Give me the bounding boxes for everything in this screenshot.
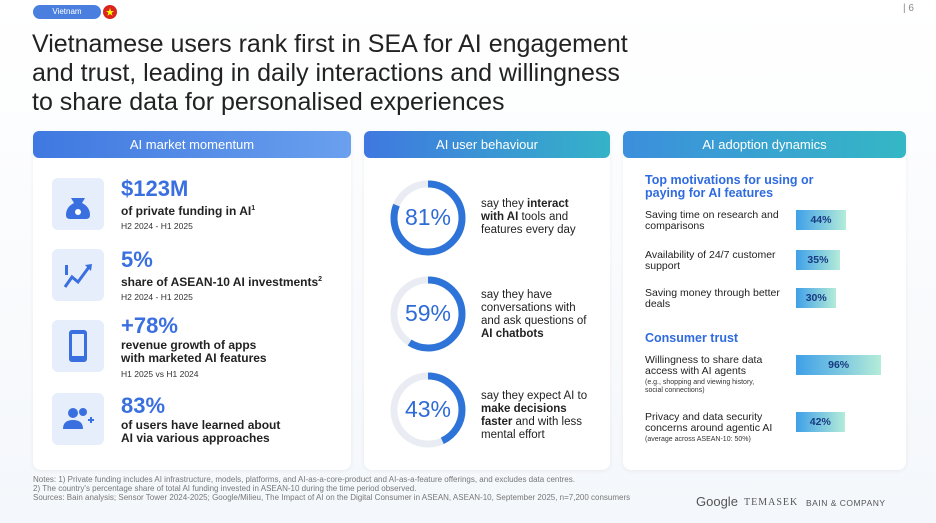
row-label: Privacy and data security concerns aroun…: [645, 411, 773, 434]
footnote-ref: 1: [251, 205, 256, 212]
bar-row-label: Willingness to share data access with AI…: [645, 355, 785, 395]
bar-row-label: Availability of 24/7 customer support: [645, 250, 785, 272]
period: H2 2024 - H1 2025: [121, 292, 193, 302]
donut: 43%: [390, 372, 466, 448]
adoption-card: AI adoption dynamics: [623, 131, 906, 470]
bar-label: 96%: [828, 359, 850, 371]
bar-label: 42%: [809, 416, 831, 428]
text-part: say they have conversations with and ask…: [481, 289, 587, 327]
desc: of private funding in AI: [121, 204, 252, 218]
donut: 59%: [390, 276, 466, 352]
text-part: make decisions faster: [481, 403, 567, 428]
behaviour-text: say they have conversations with and ask…: [481, 289, 593, 341]
market-item: $123M of private funding in AI1 H2 2024 …: [121, 176, 321, 231]
bar: [796, 288, 837, 308]
donut-arc: [390, 372, 466, 448]
card-header: AI adoption dynamics: [623, 131, 906, 158]
bar-row-label: Saving time on research and comparisons: [645, 210, 785, 232]
icon: [52, 249, 104, 301]
page-number: | 6: [903, 3, 914, 14]
notes: Notes: 1) Private funding includes AI in…: [33, 475, 630, 502]
period: H2 2024 - H1 2025: [121, 221, 193, 231]
bar: [796, 250, 840, 270]
desc: revenue growth of apps with marketed AI …: [121, 338, 267, 365]
section-title: Consumer trust: [645, 331, 739, 345]
row-note: (average across ASEAN-10: 50%): [645, 436, 751, 443]
text-part: say they: [481, 198, 528, 210]
behaviour-card: AI user behaviour: [364, 131, 610, 470]
title: Vietnamese users rank first in SEA for A…: [32, 30, 628, 117]
market-item: 5% share of ASEAN-10 AI investments2 H2 …: [121, 247, 331, 302]
bar: [796, 210, 846, 230]
note-line: Sources: Bain analysis; Sensor Tower 202…: [33, 493, 631, 502]
market-item: +78% revenue growth of apps with markete…: [121, 313, 281, 379]
footnote-ref: 2: [318, 276, 323, 283]
section-title: Top motivations for using or paying for …: [645, 173, 814, 200]
flag: [103, 5, 117, 19]
country-tag: Vietnam: [33, 5, 101, 19]
logo: Google: [696, 494, 738, 509]
row-note: (e.g., shopping and viewing history, soc…: [645, 379, 755, 394]
icon: [52, 320, 104, 372]
bar: [796, 355, 882, 375]
title-line: to share data for personalised experienc…: [32, 88, 505, 116]
behaviour-text: say they interact with AI tools and feat…: [481, 198, 593, 237]
big-value: 5%: [121, 247, 153, 272]
row-label: Saving money through better deals: [645, 287, 780, 310]
behaviour-text: say they expect AI to make decisions fas…: [481, 390, 593, 442]
bar-row-label: Saving money through better deals: [645, 288, 785, 310]
text-part: tools and features every day: [481, 211, 576, 236]
big-value: $123M: [121, 176, 189, 201]
text-part: interact with AI: [481, 198, 569, 223]
donut-arc: [390, 276, 466, 352]
bar-label: 30%: [805, 292, 827, 304]
row-label: Saving time on research and comparisons: [645, 209, 779, 232]
bar-label: 44%: [810, 214, 832, 226]
logo: TEMASEK: [744, 497, 799, 508]
title-line: and trust, leading in daily interactions…: [32, 59, 620, 87]
bar-label: 35%: [807, 254, 829, 266]
donut: 81%: [390, 180, 466, 256]
row-label: Willingness to share data access with AI…: [645, 354, 763, 377]
logo: BAIN & COMPANY: [806, 498, 886, 508]
bar: [796, 412, 845, 432]
donut-label: 81%: [405, 204, 451, 230]
title-line: Vietnamese users rank first in SEA for A…: [32, 30, 628, 58]
row-label: Availability of 24/7 customer support: [645, 249, 776, 272]
note-line: 2) The country's percentage share of tot…: [33, 484, 417, 493]
period: H1 2025 vs H1 2024: [121, 369, 199, 379]
icon: [52, 393, 104, 445]
bar-row-label: Privacy and data security concerns aroun…: [645, 412, 785, 444]
donut-label: 59%: [405, 300, 451, 326]
big-value: +78%: [121, 313, 178, 338]
card-header: AI market momentum: [33, 131, 351, 158]
donut-label: 43%: [405, 396, 451, 422]
desc: of users have learned about AI via vario…: [121, 418, 281, 445]
market-item: 83% of users have learned about AI via v…: [121, 393, 286, 445]
card-header: AI user behaviour: [364, 131, 610, 158]
icon: [52, 178, 104, 230]
note-line: Notes: 1) Private funding includes AI in…: [33, 475, 575, 484]
donut-arc: [390, 180, 466, 256]
text-part: AI chatbots: [481, 328, 544, 340]
big-value: 83%: [121, 393, 166, 418]
desc: share of ASEAN-10 AI investments: [121, 275, 319, 289]
text-part: and with less mental effort: [481, 416, 583, 441]
text-part: say they expect AI to: [481, 390, 588, 402]
